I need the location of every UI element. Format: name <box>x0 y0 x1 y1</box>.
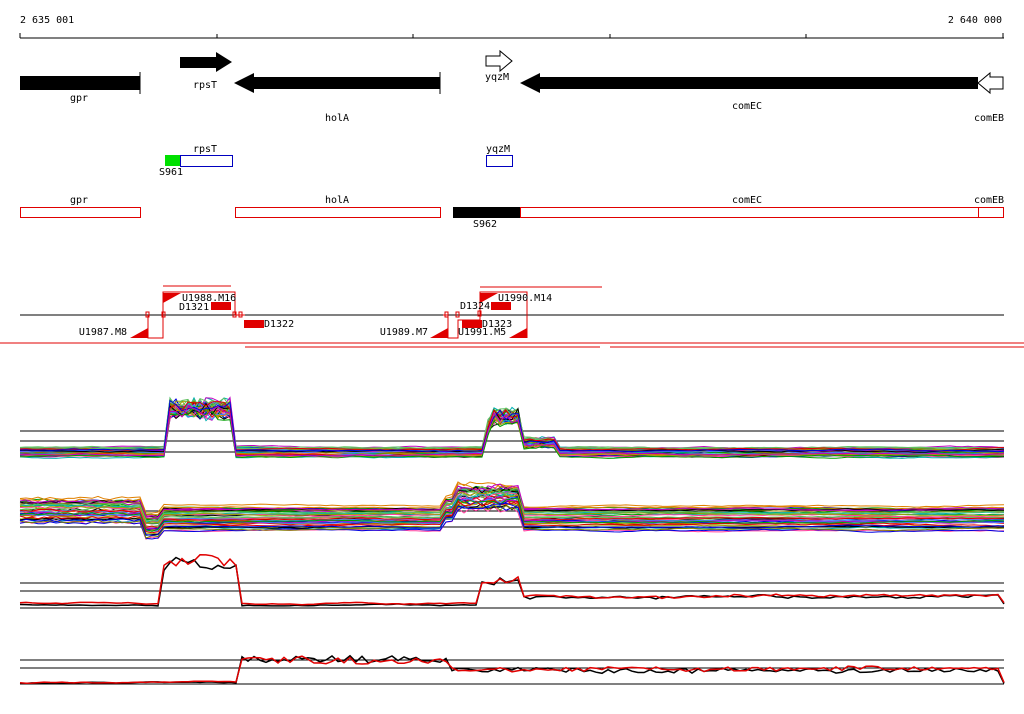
transcript-box <box>235 207 441 218</box>
expression-trace <box>19 396 1004 450</box>
transcript-label: holA <box>325 195 349 206</box>
ruler-start: 2 635 001 <box>20 15 74 26</box>
probe-label: D1322 <box>264 319 294 330</box>
expression-tracks <box>19 396 1005 685</box>
gene-track: gpr rpsT holA yqzM comEC comEB <box>20 49 1004 124</box>
expression-trace <box>19 499 1005 534</box>
expression-trace <box>19 503 1005 539</box>
expression-trace <box>19 489 1005 524</box>
gene-arrow <box>234 73 440 93</box>
probe-label: U1987.M8 <box>79 327 127 338</box>
ruler-end: 2 640 000 <box>948 15 1002 26</box>
cds-box <box>486 155 513 167</box>
transcript-label: comEC <box>732 195 762 206</box>
gene-arrow <box>20 76 140 90</box>
transcript-box <box>20 207 141 218</box>
probe-label: U1991.M5 <box>458 327 506 338</box>
probe-track: U1988.M16 D1321 D1322 U1987.M8 U1989.M7 … <box>0 285 1024 348</box>
probe-label: U1988.M16 <box>182 293 236 304</box>
gene-arrow <box>977 71 1004 95</box>
expression-trace <box>19 554 1005 606</box>
gene-label: comEB <box>974 113 1004 124</box>
gene-arrow <box>520 73 978 93</box>
gene-arrow <box>180 52 232 72</box>
gene-label: yqzM <box>485 72 509 83</box>
transcript-label: gpr <box>70 195 88 206</box>
expression-trace <box>19 505 1005 540</box>
expression-trace <box>19 502 1005 536</box>
transcript-label: comEB <box>974 195 1004 206</box>
transcript-box <box>978 207 1004 218</box>
transcript-box <box>453 207 520 218</box>
cds-track: rpsT yqzM S961 <box>159 144 513 178</box>
ruler-ticks <box>19 33 1004 38</box>
gene-label: holA <box>325 113 349 124</box>
gene-label: gpr <box>70 93 88 104</box>
expression-trace <box>19 497 1005 532</box>
expression-trace <box>19 483 1005 518</box>
expression-trace <box>19 655 1005 685</box>
gene-arrow <box>485 49 513 73</box>
probe-label: D1324 <box>460 301 490 312</box>
cds-box <box>180 155 233 167</box>
gene-label: comEC <box>732 101 762 112</box>
expression-trace <box>19 405 1005 457</box>
probe-label: U1989.M7 <box>380 327 428 338</box>
expression-trace <box>19 502 1005 536</box>
cds-box <box>165 155 180 166</box>
expression-trace <box>19 485 1004 522</box>
probe-label: U1990.M14 <box>498 293 552 304</box>
probe-label: D1323 <box>482 319 512 330</box>
expression-trace <box>19 401 1004 452</box>
cds-label: yqzM <box>486 144 510 155</box>
probe-label: D1321 <box>179 302 209 313</box>
expression-trace <box>19 406 1005 459</box>
gene-label: rpsT <box>193 80 217 91</box>
ruler: 2 635 001 2 640 000 <box>19 15 1004 39</box>
transcript-label: S962 <box>473 219 497 230</box>
transcript-track <box>20 207 1004 218</box>
cds-label: rpsT <box>193 144 217 155</box>
transcript-box <box>520 207 979 218</box>
track-guides <box>20 430 1004 685</box>
cds-label: S961 <box>159 167 183 178</box>
expression-trace <box>19 483 1004 516</box>
expression-trace <box>19 399 1005 453</box>
